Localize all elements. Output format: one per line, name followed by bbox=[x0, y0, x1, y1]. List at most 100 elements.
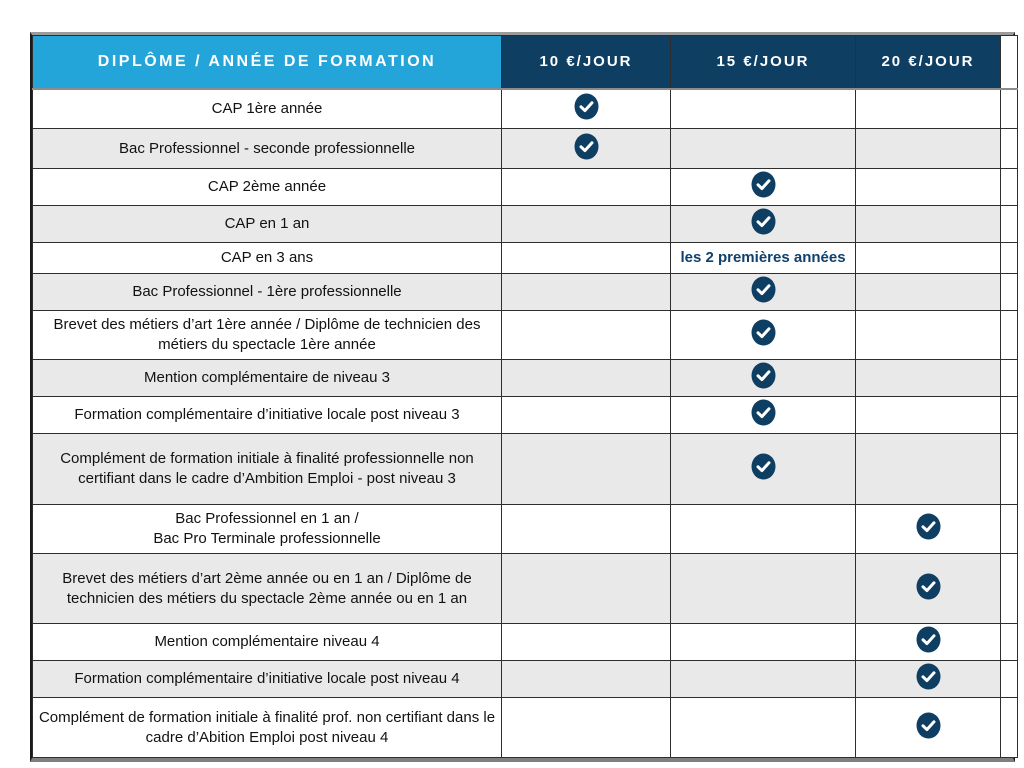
row-label: Bac Professionnel - seconde professionne… bbox=[32, 128, 502, 169]
price-cell-15-eur bbox=[670, 697, 856, 758]
price-cell-20-eur bbox=[855, 168, 1001, 206]
spacer-cell bbox=[1000, 88, 1018, 129]
check-circle-icon bbox=[916, 663, 941, 690]
price-cell-20-eur bbox=[855, 396, 1001, 434]
table-header-10-eur: 10 €/JOUR bbox=[501, 35, 671, 90]
row-label: CAP 1ère année bbox=[32, 88, 502, 129]
price-cell-10-eur bbox=[501, 310, 671, 360]
price-cell-15-eur bbox=[670, 553, 856, 624]
spacer-cell bbox=[1000, 433, 1018, 505]
price-cell-10-eur bbox=[501, 433, 671, 505]
spacer-cell bbox=[1000, 504, 1018, 554]
check-circle-icon bbox=[751, 362, 776, 389]
price-cell-10-eur bbox=[501, 273, 671, 311]
table-header-row: DIPLÔME / ANNÉE DE FORMATION 10 €/JOUR 1… bbox=[32, 35, 1018, 90]
table-row: Formation complémentaire d’initiative lo… bbox=[32, 396, 1018, 434]
price-cell-10-eur bbox=[501, 660, 671, 698]
price-cell-15-eur bbox=[670, 359, 856, 397]
table-row: CAP 2ème année bbox=[32, 168, 1018, 206]
check-circle-icon bbox=[751, 399, 776, 426]
check-circle-icon bbox=[916, 712, 941, 739]
check-circle-icon bbox=[574, 133, 599, 160]
check-circle-icon bbox=[751, 208, 776, 235]
price-cell-20-eur bbox=[855, 88, 1001, 129]
price-cell-20-eur bbox=[855, 623, 1001, 661]
check-circle-icon bbox=[751, 171, 776, 198]
price-cell-15-eur bbox=[670, 205, 856, 243]
check-circle-icon bbox=[574, 93, 599, 120]
spacer-cell bbox=[1000, 242, 1018, 274]
price-cell-10-eur bbox=[501, 128, 671, 169]
check-circle-icon bbox=[916, 513, 941, 540]
row-label: CAP en 3 ans bbox=[32, 242, 502, 274]
price-cell-15-eur: les 2 premières années bbox=[670, 242, 856, 274]
price-cell-10-eur bbox=[501, 396, 671, 434]
table-row: Brevet des métiers d’art 1ère année / Di… bbox=[32, 310, 1018, 360]
price-cell-15-eur bbox=[670, 660, 856, 698]
table-row: CAP en 1 an bbox=[32, 205, 1018, 243]
price-cell-15-eur bbox=[670, 310, 856, 360]
price-cell-10-eur bbox=[501, 553, 671, 624]
spacer-cell bbox=[1000, 205, 1018, 243]
price-cell-20-eur bbox=[855, 310, 1001, 360]
row-label: Brevet des métiers d’art 1ère année / Di… bbox=[32, 310, 502, 360]
price-cell-20-eur bbox=[855, 273, 1001, 311]
check-circle-icon bbox=[916, 626, 941, 653]
price-cell-15-eur bbox=[670, 504, 856, 554]
price-cell-15-eur bbox=[670, 88, 856, 129]
check-circle-icon bbox=[751, 453, 776, 480]
check-circle-icon bbox=[751, 276, 776, 303]
table-row: Complément de formation initiale à final… bbox=[32, 433, 1018, 505]
row-label: Formation complémentaire d’initiative lo… bbox=[32, 660, 502, 698]
table-row: Formation complémentaire d’initiative lo… bbox=[32, 660, 1018, 698]
row-label: Complément de formation initiale à final… bbox=[32, 697, 502, 758]
table-row: Mention complémentaire de niveau 3 bbox=[32, 359, 1018, 397]
price-cell-10-eur bbox=[501, 242, 671, 274]
price-cell-20-eur bbox=[855, 504, 1001, 554]
table-header-15-eur: 15 €/JOUR bbox=[670, 35, 856, 90]
spacer-cell bbox=[1000, 273, 1018, 311]
table-row: CAP 1ère année bbox=[32, 88, 1018, 129]
check-circle-icon bbox=[751, 319, 776, 346]
row-label: Formation complémentaire d’initiative lo… bbox=[32, 396, 502, 434]
pricing-table: DIPLÔME / ANNÉE DE FORMATION 10 €/JOUR 1… bbox=[32, 35, 1018, 758]
price-cell-15-eur bbox=[670, 128, 856, 169]
price-cell-10-eur bbox=[501, 359, 671, 397]
row-label: Brevet des métiers d’art 2ème année ou e… bbox=[32, 553, 502, 624]
row-label: Bac Professionnel - 1ère professionnelle bbox=[32, 273, 502, 311]
price-cell-10-eur bbox=[501, 168, 671, 206]
formation-pricing-table: DIPLÔME / ANNÉE DE FORMATION 10 €/JOUR 1… bbox=[30, 32, 1018, 762]
price-cell-10-eur bbox=[501, 504, 671, 554]
price-cell-20-eur bbox=[855, 242, 1001, 274]
spacer-cell bbox=[1000, 623, 1018, 661]
price-cell-15-eur bbox=[670, 168, 856, 206]
price-cell-20-eur bbox=[855, 697, 1001, 758]
spacer-cell bbox=[1000, 697, 1018, 758]
row-label: Bac Professionnel en 1 an / Bac Pro Termi… bbox=[32, 504, 502, 554]
table-header-spacer bbox=[1000, 35, 1018, 90]
price-cell-20-eur bbox=[855, 433, 1001, 505]
spacer-cell bbox=[1000, 310, 1018, 360]
price-cell-10-eur bbox=[501, 88, 671, 129]
table-header-diploma: DIPLÔME / ANNÉE DE FORMATION bbox=[32, 35, 502, 90]
table-row: Bac Professionnel - seconde professionne… bbox=[32, 128, 1018, 169]
price-cell-10-eur bbox=[501, 205, 671, 243]
table-row: Bac Professionnel - 1ère professionnelle bbox=[32, 273, 1018, 311]
spacer-cell bbox=[1000, 359, 1018, 397]
row-label: Complément de formation initiale à final… bbox=[32, 433, 502, 505]
row-label: CAP en 1 an bbox=[32, 205, 502, 243]
table-row: Mention complémentaire niveau 4 bbox=[32, 623, 1018, 661]
spacer-cell bbox=[1000, 168, 1018, 206]
price-cell-20-eur bbox=[855, 660, 1001, 698]
price-cell-20-eur bbox=[855, 359, 1001, 397]
table-row: Complément de formation initiale à final… bbox=[32, 697, 1018, 758]
price-cell-15-eur bbox=[670, 396, 856, 434]
row-label: Mention complémentaire niveau 4 bbox=[32, 623, 502, 661]
check-circle-icon bbox=[916, 573, 941, 600]
spacer-cell bbox=[1000, 553, 1018, 624]
table-row: Brevet des métiers d’art 2ème année ou e… bbox=[32, 553, 1018, 624]
spacer-cell bbox=[1000, 660, 1018, 698]
price-cell-20-eur bbox=[855, 128, 1001, 169]
price-cell-15-eur bbox=[670, 433, 856, 505]
price-cell-20-eur bbox=[855, 553, 1001, 624]
